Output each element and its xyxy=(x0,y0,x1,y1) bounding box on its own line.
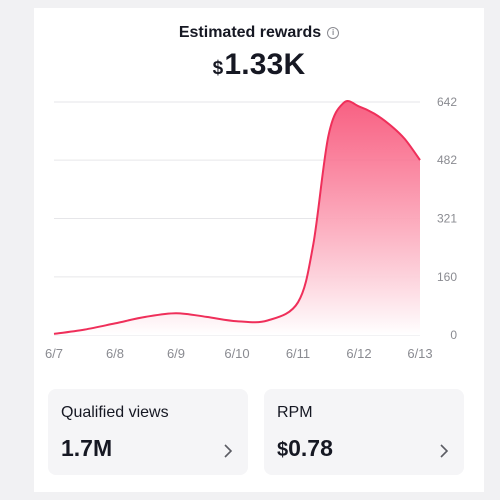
y-tick-label: 642 xyxy=(437,95,457,109)
total-rewards-amount: $1.33K xyxy=(34,48,484,82)
chevron-right-icon[interactable] xyxy=(438,443,450,459)
y-tick-label: 321 xyxy=(437,212,457,226)
qualified-views-label: Qualified views xyxy=(61,404,169,421)
qualified-views-value: 1.7M xyxy=(61,435,113,461)
total-rewards-value: 1.33K xyxy=(224,48,306,81)
page-title: Estimated rewards xyxy=(178,24,322,41)
currency-symbol: $ xyxy=(212,58,224,79)
area-fill xyxy=(54,100,420,336)
x-tick-label: 6/11 xyxy=(286,346,310,361)
title-row: Estimated rewards i xyxy=(34,24,484,42)
rpm-card[interactable]: RPM $0.78 xyxy=(264,389,464,475)
x-tick-label: 6/8 xyxy=(106,346,124,361)
series-line xyxy=(53,99,421,335)
qualified-views-card[interactable]: Qualified views 1.7M xyxy=(48,389,248,475)
y-tick-label: 160 xyxy=(437,270,457,284)
x-tick-label: 6/7 xyxy=(45,346,63,361)
rpm-currency: $ xyxy=(277,439,289,461)
x-tick-label: 6/12 xyxy=(346,346,371,361)
rpm-value: $0.78 xyxy=(277,435,333,461)
info-circle-icon[interactable]: i xyxy=(327,27,340,39)
x-tick-label: 6/10 xyxy=(224,346,249,361)
y-tick-label: 0 xyxy=(450,328,457,342)
x-tick-label: 6/9 xyxy=(167,346,185,361)
rpm-label: RPM xyxy=(277,404,313,421)
y-tick-label: 482 xyxy=(437,153,457,167)
x-tick-label: 6/13 xyxy=(407,346,432,361)
chevron-right-icon[interactable] xyxy=(222,443,234,459)
